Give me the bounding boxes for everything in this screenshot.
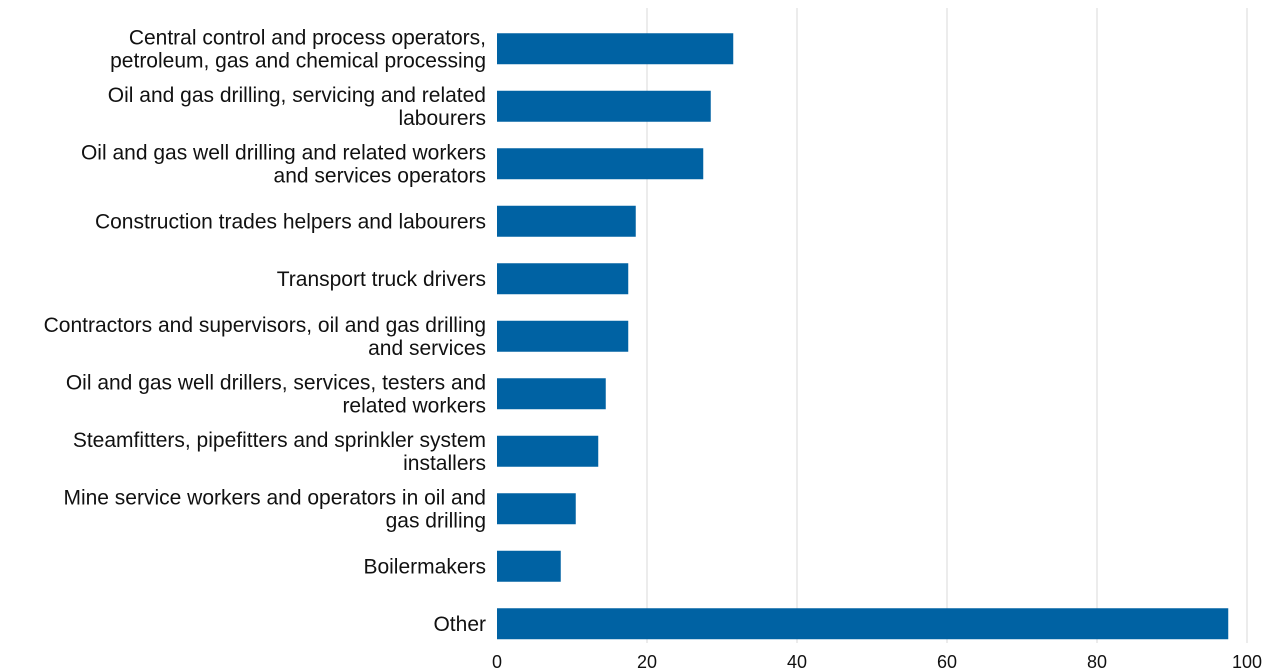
bar-oil-and-gas-well-drilling-and-related-workers-and-services-operators bbox=[497, 148, 704, 180]
x-tick-label-80: 80 bbox=[1087, 652, 1107, 672]
category-label-line: related workers bbox=[342, 394, 486, 417]
category-label-line: labourers bbox=[398, 107, 486, 130]
category-label-line: Oil and gas drilling, servicing and rela… bbox=[108, 84, 486, 107]
bar-mine-service-workers-and-operators-in-oil-and-gas-drilling bbox=[497, 493, 576, 525]
category-label-boilermakers: Boilermakers bbox=[363, 555, 486, 578]
bar-contractors-and-supervisors-oil-and-gas-drilling-and-services bbox=[497, 320, 629, 352]
bar-steamfitters-pipefitters-and-sprinkler-system-installers bbox=[497, 435, 599, 467]
category-label-line: Steamfitters, pipefitters and sprinkler … bbox=[73, 429, 486, 452]
category-label-line: and services bbox=[368, 337, 486, 360]
category-label-line: petroleum, gas and chemical processing bbox=[110, 49, 486, 72]
category-label-line: Other bbox=[433, 613, 486, 636]
bar-transport-truck-drivers bbox=[497, 263, 629, 295]
category-label-steamfitters-pipefitters-and-sprinkler-system-installers: Steamfitters, pipefitters and sprinkler … bbox=[73, 429, 486, 475]
category-label-oil-and-gas-drilling-servicing-and-related-labourers: Oil and gas drilling, servicing and rela… bbox=[108, 84, 486, 130]
gridlines bbox=[646, 8, 1248, 643]
category-label-line: Boilermakers bbox=[363, 555, 486, 578]
category-label-line: Oil and gas well drillers, services, tes… bbox=[66, 371, 486, 394]
x-tick-label-40: 40 bbox=[787, 652, 807, 672]
category-label-transport-truck-drivers: Transport truck drivers bbox=[277, 268, 486, 291]
x-tick-label-60: 60 bbox=[937, 652, 957, 672]
category-label-line: and services operators bbox=[274, 164, 486, 187]
category-label-line: gas drilling bbox=[386, 509, 486, 532]
bars bbox=[497, 33, 1229, 640]
bar-oil-and-gas-drilling-servicing-and-related-labourers bbox=[497, 90, 711, 122]
category-label-oil-and-gas-well-drilling-and-related-workers-and-services-operators: Oil and gas well drilling and related wo… bbox=[81, 141, 486, 187]
category-label-line: Central control and process operators, bbox=[129, 26, 486, 49]
category-label-construction-trades-helpers-and-labourers: Construction trades helpers and labourer… bbox=[95, 210, 486, 233]
x-tick-label-20: 20 bbox=[637, 652, 657, 672]
category-label-line: Contractors and supervisors, oil and gas… bbox=[44, 314, 486, 337]
bar-central-control-and-process-operators-petroleum-gas-and-chemical-processing bbox=[497, 33, 734, 65]
bar-oil-and-gas-well-drillers-services-testers-and-related-workers bbox=[497, 378, 606, 410]
category-label-contractors-and-supervisors-oil-and-gas-drilling-and-services: Contractors and supervisors, oil and gas… bbox=[44, 314, 486, 360]
category-label-other: Other bbox=[433, 613, 486, 636]
x-tick-label-0: 0 bbox=[492, 652, 502, 672]
category-label-mine-service-workers-and-operators-in-oil-and-gas-drilling: Mine service workers and operators in oi… bbox=[63, 486, 486, 532]
category-label-oil-and-gas-well-drillers-services-testers-and-related-workers: Oil and gas well drillers, services, tes… bbox=[66, 371, 486, 417]
x-tick-label-100: 100 bbox=[1232, 652, 1262, 672]
category-label-line: Mine service workers and operators in oi… bbox=[63, 486, 486, 509]
category-labels: Central control and process operators, pe… bbox=[44, 26, 486, 636]
category-label-line: Transport truck drivers bbox=[277, 268, 486, 291]
category-label-line: Oil and gas well drilling and related wo… bbox=[81, 141, 486, 164]
bar-boilermakers bbox=[497, 550, 561, 582]
category-label-line: Construction trades helpers and labourer… bbox=[95, 210, 486, 233]
bar-construction-trades-helpers-and-labourers bbox=[497, 205, 636, 237]
x-axis-tick-labels: 0 20 40 60 80 100 bbox=[492, 652, 1262, 672]
category-label-line: installers bbox=[403, 452, 486, 475]
bar-other bbox=[497, 608, 1229, 640]
category-label-central-control-and-process-operators-petroleum-gas-and-chemical-processing: Central control and process operators, pe… bbox=[110, 26, 486, 72]
